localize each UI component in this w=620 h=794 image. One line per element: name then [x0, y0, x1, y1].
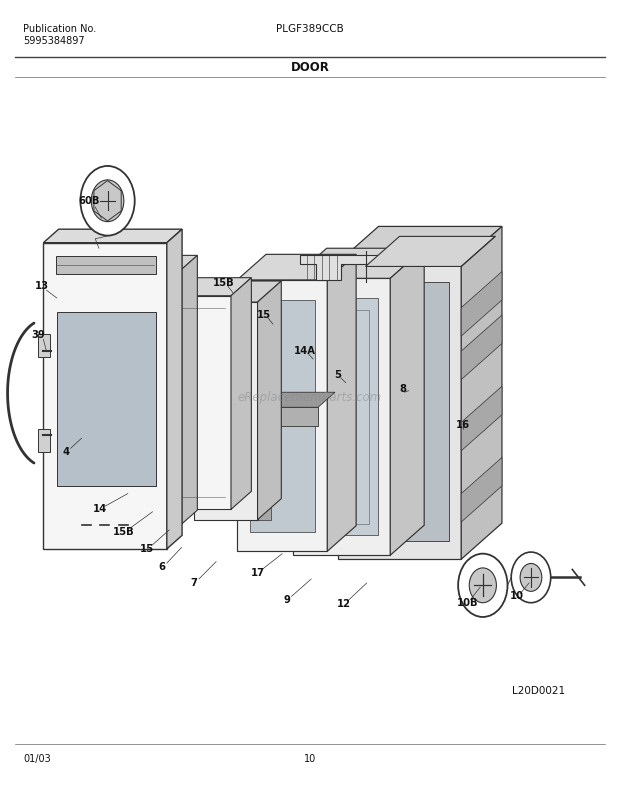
- Polygon shape: [43, 229, 182, 243]
- Circle shape: [81, 166, 135, 236]
- Text: 5995384897: 5995384897: [23, 36, 84, 46]
- Polygon shape: [194, 302, 257, 519]
- Polygon shape: [57, 311, 156, 486]
- Polygon shape: [249, 299, 315, 531]
- Polygon shape: [237, 254, 356, 280]
- Polygon shape: [390, 249, 424, 555]
- Circle shape: [520, 564, 542, 592]
- Polygon shape: [167, 229, 182, 549]
- Polygon shape: [180, 256, 197, 525]
- Polygon shape: [461, 272, 502, 336]
- Polygon shape: [249, 311, 271, 327]
- Text: 10: 10: [510, 592, 524, 601]
- Circle shape: [512, 552, 551, 603]
- Polygon shape: [237, 280, 327, 551]
- Text: 14: 14: [93, 504, 107, 515]
- Text: 14A: 14A: [294, 346, 316, 357]
- Polygon shape: [246, 392, 335, 407]
- Text: Publication No.: Publication No.: [23, 24, 96, 34]
- Text: 17: 17: [250, 568, 265, 578]
- Polygon shape: [366, 237, 495, 267]
- Polygon shape: [461, 457, 502, 522]
- Text: 13: 13: [35, 281, 48, 291]
- Text: 01/03: 01/03: [23, 754, 51, 765]
- Text: 39: 39: [32, 330, 45, 341]
- Text: eReplacementParts.com: eReplacementParts.com: [238, 391, 382, 403]
- Polygon shape: [305, 298, 378, 535]
- Polygon shape: [38, 333, 50, 357]
- Polygon shape: [128, 256, 197, 271]
- Polygon shape: [128, 271, 180, 525]
- Text: PLGF389CCB: PLGF389CCB: [276, 24, 344, 34]
- Text: 15B: 15B: [213, 278, 234, 288]
- Text: L20D0021: L20D0021: [512, 686, 565, 696]
- Polygon shape: [249, 361, 271, 377]
- Polygon shape: [257, 281, 281, 519]
- Text: 8: 8: [399, 384, 406, 394]
- Text: DOOR: DOOR: [291, 60, 329, 74]
- Polygon shape: [293, 249, 424, 279]
- Text: 60B: 60B: [78, 196, 100, 206]
- Polygon shape: [161, 295, 231, 510]
- Polygon shape: [161, 278, 251, 295]
- Polygon shape: [338, 263, 461, 559]
- Text: 10B: 10B: [457, 598, 478, 607]
- Polygon shape: [338, 226, 502, 263]
- Polygon shape: [249, 457, 271, 472]
- Polygon shape: [246, 407, 318, 426]
- Text: 15: 15: [257, 310, 271, 320]
- Polygon shape: [56, 256, 156, 275]
- Polygon shape: [293, 279, 390, 555]
- Polygon shape: [38, 429, 50, 453]
- Polygon shape: [461, 315, 502, 380]
- Polygon shape: [461, 226, 502, 559]
- Text: 15: 15: [140, 544, 154, 554]
- Circle shape: [469, 568, 497, 603]
- Text: 10: 10: [304, 754, 316, 765]
- Text: 5: 5: [334, 370, 341, 380]
- Text: 4: 4: [63, 447, 70, 457]
- Polygon shape: [461, 386, 502, 451]
- Text: 6: 6: [158, 562, 166, 572]
- Polygon shape: [43, 243, 167, 549]
- Text: 12: 12: [337, 599, 351, 609]
- Polygon shape: [249, 504, 271, 519]
- Polygon shape: [194, 281, 281, 302]
- Circle shape: [458, 553, 508, 617]
- Polygon shape: [299, 255, 384, 280]
- Polygon shape: [327, 254, 356, 551]
- Polygon shape: [350, 283, 449, 541]
- Circle shape: [91, 180, 124, 222]
- Text: 7: 7: [190, 578, 197, 588]
- Polygon shape: [231, 278, 251, 510]
- Text: 15B: 15B: [113, 526, 135, 537]
- Text: 16: 16: [456, 420, 470, 430]
- Text: 9: 9: [283, 596, 290, 605]
